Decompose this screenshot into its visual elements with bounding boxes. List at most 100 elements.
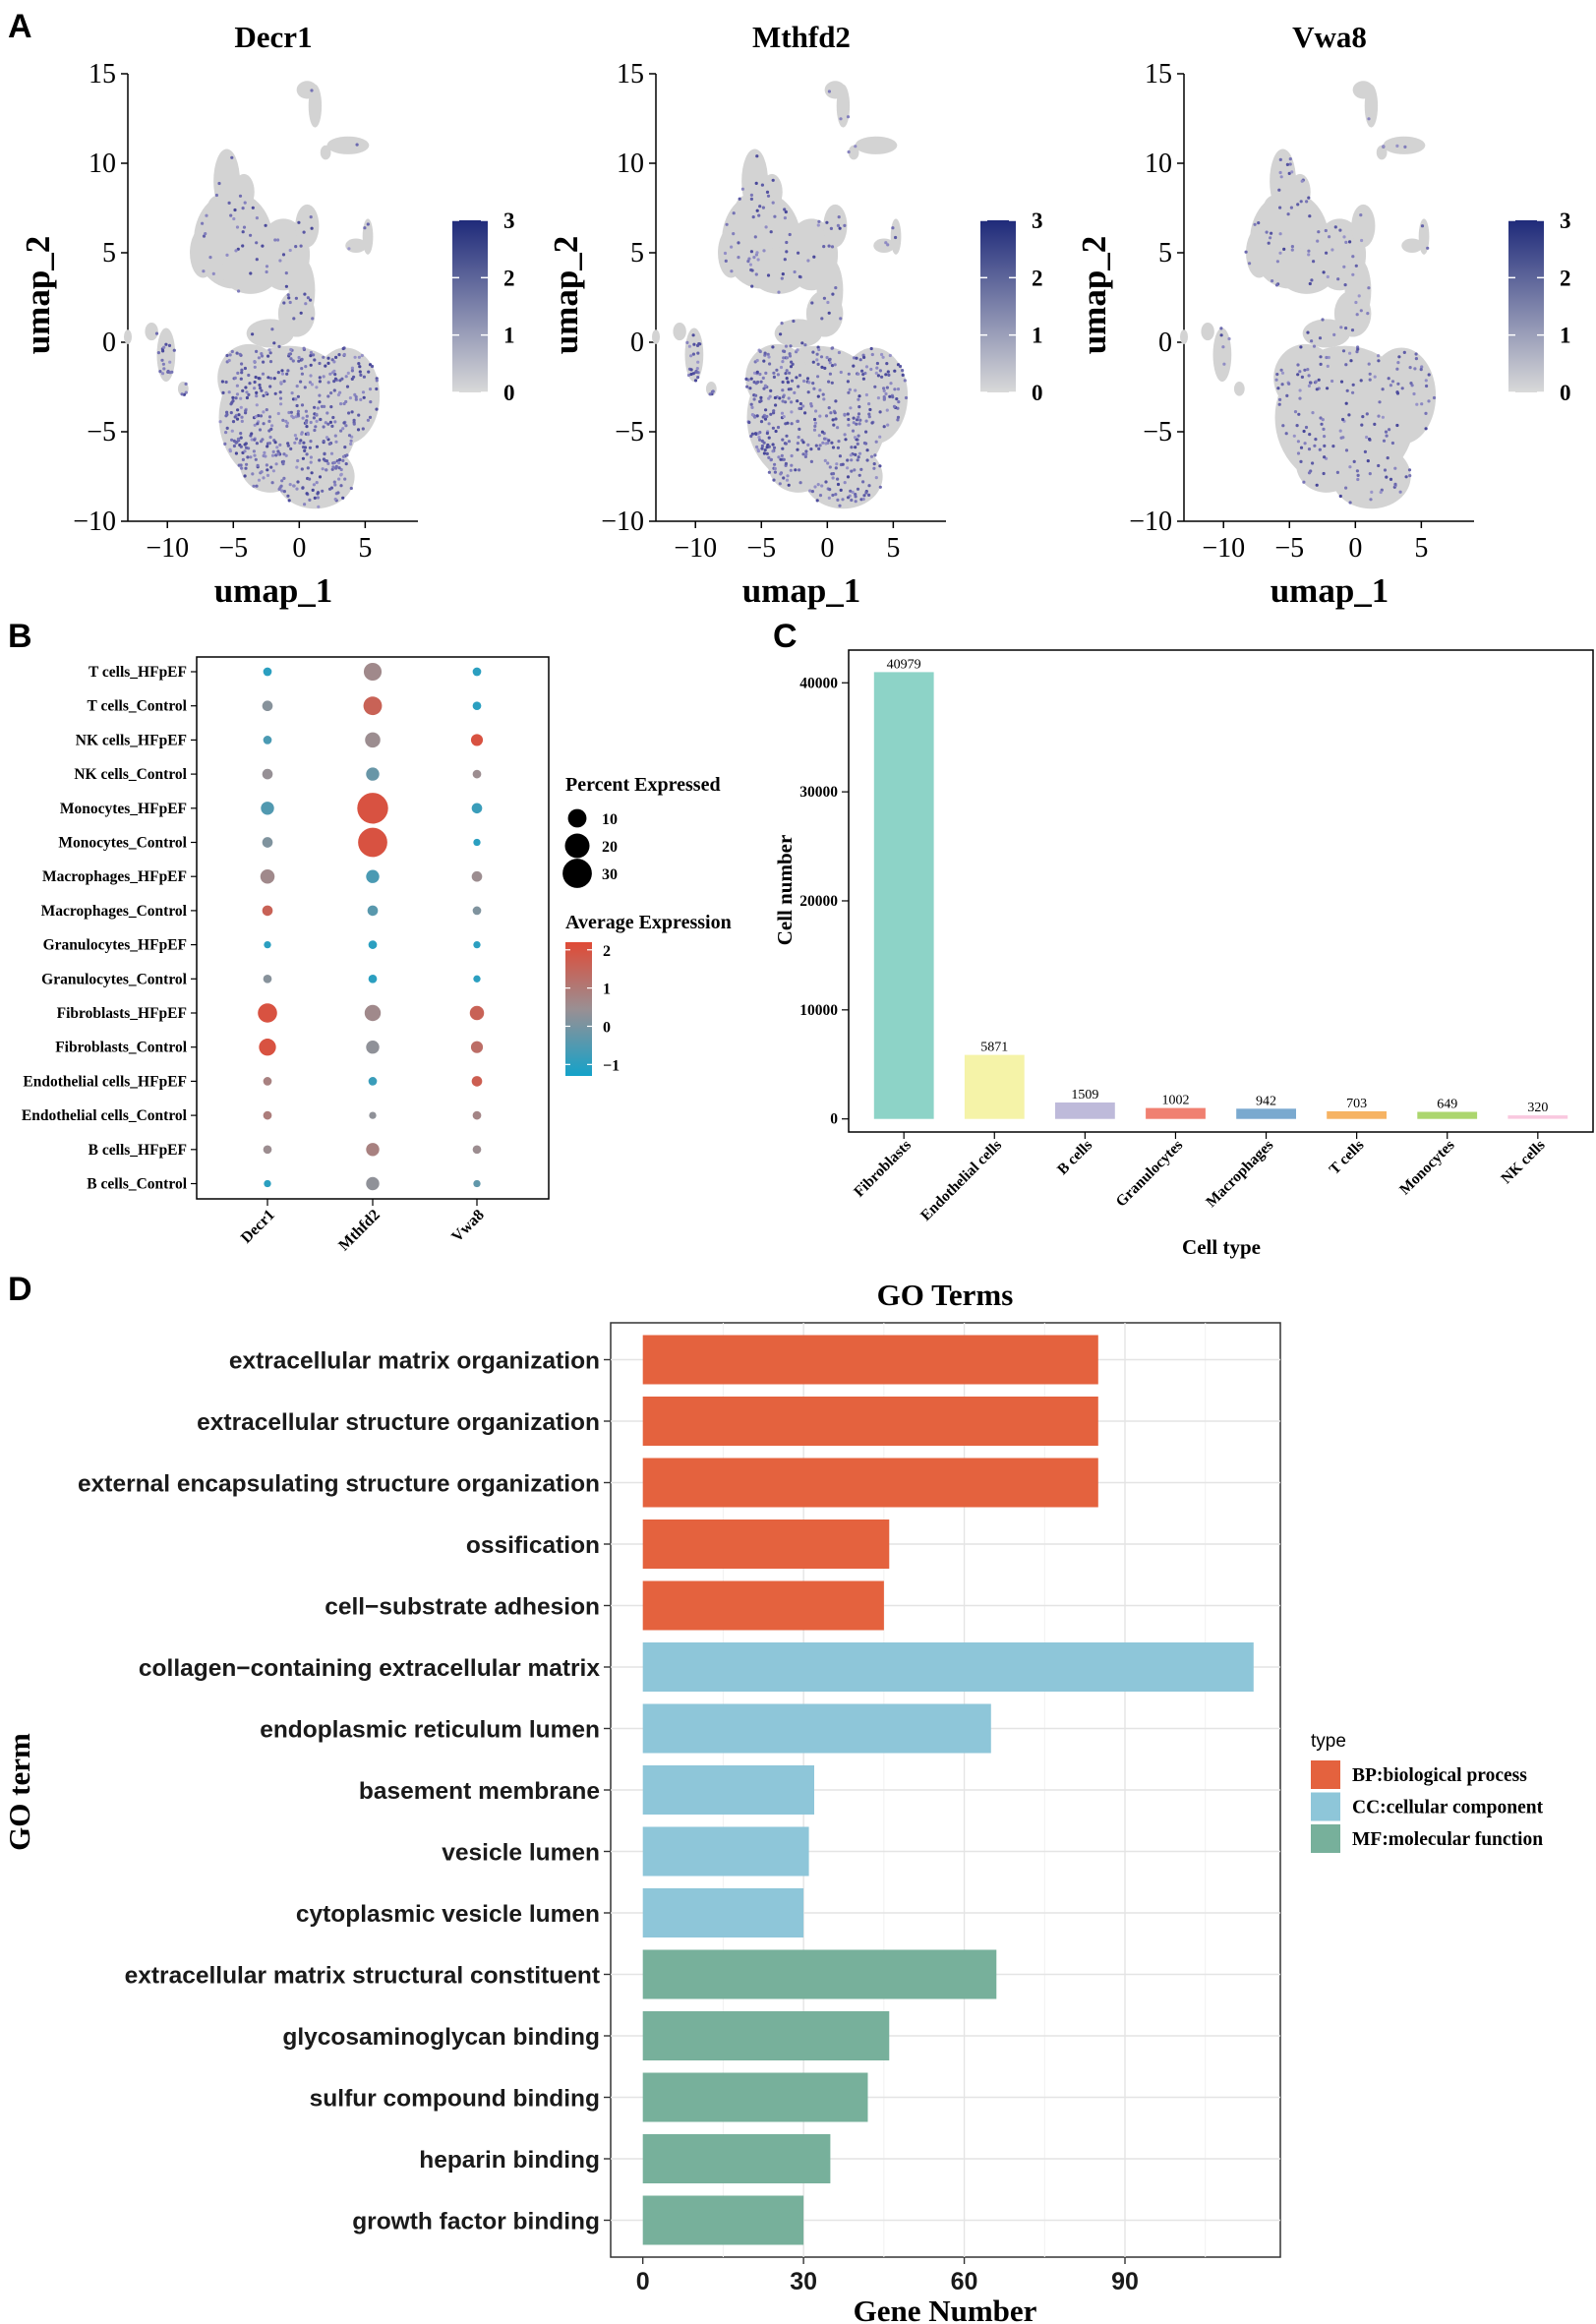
umap-cell-dot [756, 449, 761, 453]
umap-cell-dot [1355, 313, 1359, 317]
umap-cell-dot [357, 362, 361, 366]
umap-cell-cluster [320, 145, 331, 160]
umap-cell-dot [296, 458, 300, 463]
umap-cell-dot [750, 284, 754, 288]
umap-cell-dot [769, 412, 773, 416]
umap-cell-dot [1419, 368, 1423, 372]
umap-cell-dot [262, 422, 266, 426]
umap-cell-dot [156, 351, 160, 355]
umap-cell-dot [755, 358, 759, 363]
umap-cell-dot [1300, 375, 1304, 379]
umap-cell-dot [746, 260, 750, 264]
umap-cell-dot [1304, 425, 1309, 430]
umap-cell-dot [337, 461, 341, 465]
umap-cell-dot [788, 371, 792, 375]
umap-cell-dot [791, 362, 795, 366]
umap-xlabel: umap_1 [214, 571, 333, 610]
umap-cell-dot [299, 380, 303, 384]
umap-cell-dot [285, 372, 289, 376]
umap-cell-dot [878, 464, 882, 468]
umap-cell-dot [892, 404, 897, 408]
umap-cell-dot [857, 394, 861, 398]
umap-cell-dot [236, 371, 240, 375]
dot-plot-dot [263, 1145, 272, 1155]
dot-plot-col-label: Decr1 [238, 1207, 278, 1247]
umap-cell-dot [788, 232, 792, 237]
umap-cell-dot [1373, 375, 1377, 379]
umap-cell-dot [256, 463, 260, 467]
umap-cell-dot [1341, 349, 1346, 353]
umap-cell-dot [249, 271, 253, 275]
bar-category-label: Monocytes [1396, 1137, 1458, 1199]
umap-cell-dot [888, 353, 892, 358]
umap-cell-dot [777, 290, 781, 294]
go-term-label: extracellular matrix structural constitu… [125, 1963, 600, 1990]
umap-cell-dot [732, 232, 736, 236]
umap-cell-dot [1322, 427, 1326, 431]
umap-cell-dot [750, 405, 754, 409]
umap-cell-dot [767, 422, 771, 426]
umap-cell-dot [836, 223, 841, 227]
umap-cell-dot [211, 271, 215, 275]
umap-cell-dot [1285, 162, 1289, 166]
umap-cell-cluster [1212, 328, 1232, 383]
umap-cell-dot [358, 370, 362, 374]
dot-plot-dot [363, 696, 383, 716]
dot-plot-dot [369, 1111, 377, 1119]
umap-cell-dot [1299, 459, 1303, 463]
umap-cell-dot [781, 438, 785, 442]
umap-cell-dot [897, 400, 901, 404]
umap-cell-dot [773, 462, 777, 466]
umap-cell-dot [324, 421, 327, 425]
dot-plot-row-label: Fibroblasts_Control [55, 1040, 187, 1056]
umap-cell-dot [812, 387, 816, 390]
umap-cell-dot [240, 371, 244, 375]
umap-cell-dot [1296, 440, 1300, 444]
umap-cell-dot [811, 350, 815, 354]
umap-cell-dot [773, 466, 777, 471]
umap-cell-dot [1390, 380, 1395, 384]
umap-cell-dot [777, 455, 781, 459]
umap-cell-dot [284, 453, 288, 457]
umap-cell-dot [350, 366, 354, 370]
umap-cell-dot [269, 427, 273, 431]
umap-cell-dot [825, 220, 829, 224]
umap-cell-dot [861, 373, 865, 377]
go-legend-title: type [1311, 1731, 1346, 1752]
umap-cell-dot [765, 451, 769, 455]
umap-cell-dot [790, 400, 794, 404]
umap-cell-dot [1227, 336, 1231, 341]
umap-cell-dot [686, 373, 691, 378]
umap-cell-dot [789, 387, 793, 391]
umap-cell-dot [766, 352, 770, 356]
umap-cell-dot [834, 286, 838, 290]
umap-cell-dot [759, 399, 763, 403]
go-bar [642, 1888, 804, 1937]
umap-cell-dot [278, 390, 282, 394]
umap-cell-dot [360, 353, 364, 358]
umap-cell-dot [813, 485, 817, 489]
umap-cell-dot [1395, 423, 1399, 428]
umap-cell-dot [180, 392, 184, 396]
umap-cell-dot [870, 352, 874, 357]
umap-cell-dot [843, 223, 847, 227]
umap-cell-dot [1307, 447, 1312, 451]
umap-cell-dot [738, 197, 741, 201]
umap-cell-dot [775, 368, 779, 372]
umap-cell-dot [289, 357, 293, 361]
umap-cell-dot [1312, 344, 1317, 348]
umap-cell-dot [818, 414, 822, 418]
umap-cell-dot [230, 155, 234, 159]
umap-cell-dot [1308, 281, 1312, 286]
umap-cell-dot [834, 493, 838, 497]
go-legend-label: CC:cellular component [1352, 1798, 1544, 1818]
umap-cell-dot [265, 265, 269, 268]
umap-cell-dot [1314, 438, 1318, 442]
umap-cell-dot [258, 383, 262, 387]
umap-cell-dot [1321, 318, 1325, 322]
umap-cell-dot [858, 418, 862, 422]
umap-cell-dot [818, 444, 822, 447]
bar-value-label: 649 [1437, 1098, 1457, 1112]
umap-cell-dot [1368, 372, 1372, 376]
dot-plot-dot [472, 667, 482, 677]
